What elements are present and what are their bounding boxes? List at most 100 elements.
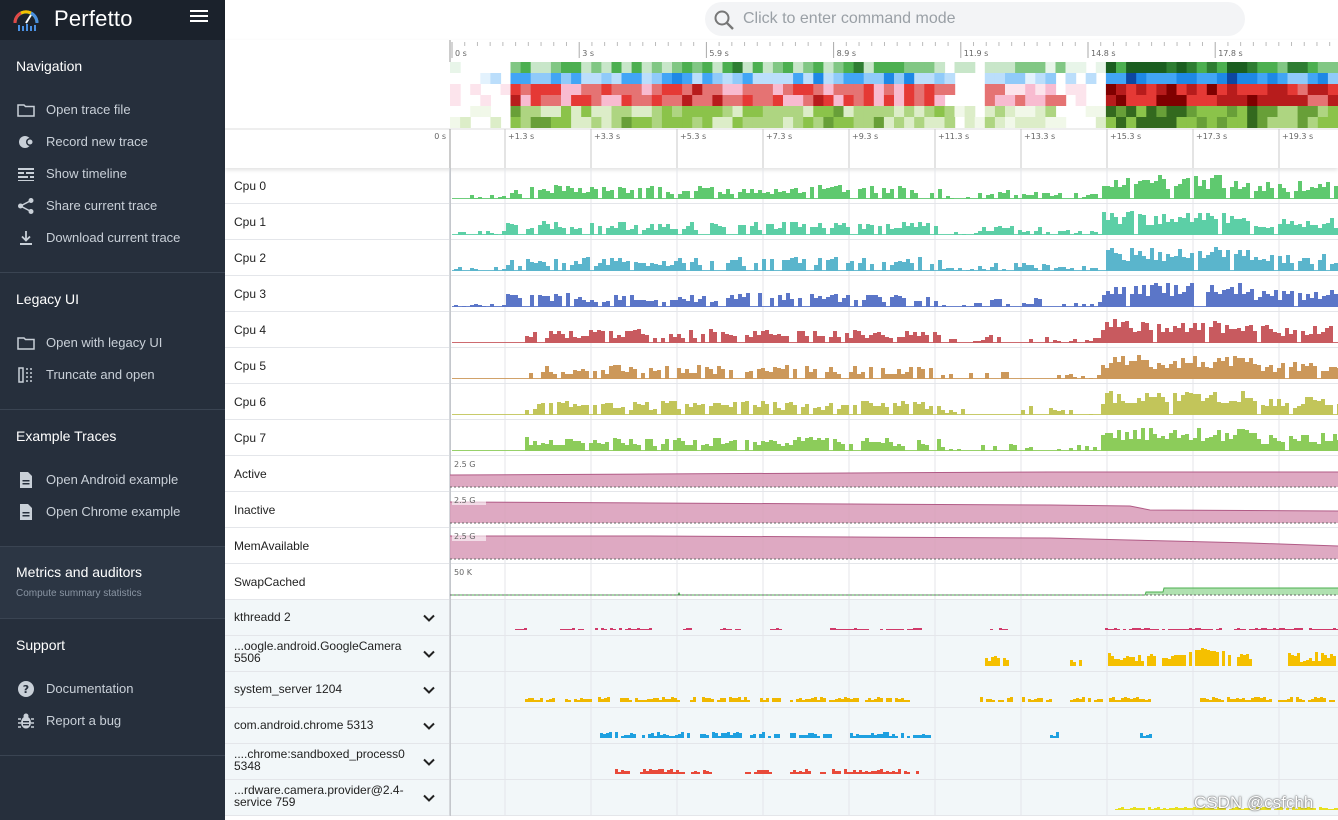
counter-chart[interactable]: 50 K [450,564,1338,600]
process-slice [531,698,534,702]
process-slice [862,772,865,774]
cpu-activity-chart[interactable] [450,312,1338,348]
chevron-down-icon[interactable] [422,755,436,769]
cpu-activity-chart[interactable] [450,420,1338,456]
track-process-camera-provider[interactable]: ...rdware.camera.provider@2.4- service 75… [225,780,1338,816]
overview-heatmap-cell [1206,95,1218,106]
cpu-slice [1301,364,1305,379]
cpu-slice [537,404,541,415]
process-activity-chart[interactable] [450,672,1338,708]
hamburger-menu-icon[interactable] [190,9,210,25]
cpu-slice [554,294,558,307]
track-cpu-1[interactable]: Cpu 1 [225,204,1338,240]
counter-chart[interactable]: 2.5 G [450,456,1338,492]
track-cpu-3[interactable]: Cpu 3 [225,276,1338,312]
track-counter-active[interactable]: Active 2.5 G [225,456,1338,492]
chevron-down-icon[interactable] [422,683,436,697]
chevron-down-icon[interactable] [422,647,436,661]
overview-heatmap-cell [772,73,784,84]
track-cpu-5[interactable]: Cpu 5 [225,348,1338,384]
track-cpu-0[interactable]: Cpu 0 [225,168,1338,204]
omnibox[interactable] [705,2,1245,36]
chevron-down-icon[interactable] [422,719,436,733]
track-process-chrome-sandboxed[interactable]: ....chrome:sandboxed_process0 5348 [225,744,1338,780]
process-slice [904,771,907,774]
overview-heatmap-cell [1176,117,1188,128]
overview-heatmap-cell [672,73,683,84]
sidebar-item-report-a-bug[interactable]: Report a bug [0,707,225,735]
track-cpu-7[interactable]: Cpu 7 [225,420,1338,456]
cpu-slice [1154,181,1158,199]
track-cpu-4[interactable]: Cpu 4 [225,312,1338,348]
cpu-slice [1185,434,1189,451]
chevron-down-icon[interactable] [422,791,436,805]
cpu-slice [978,231,982,235]
track-cpu-2[interactable]: Cpu 2 [225,240,1338,276]
overview-heatmap-cell [702,73,713,84]
command-input[interactable] [743,6,1223,32]
cpu-slice [1221,333,1225,343]
counter-chart[interactable]: 2.5 G [450,528,1338,564]
sidebar-item-show-timeline[interactable]: Show timeline [0,160,225,188]
overview-heatmap-cell [1186,117,1198,128]
chevron-down-icon[interactable] [422,611,436,625]
cpu-slice [1186,213,1190,235]
process-activity-chart[interactable] [450,744,1338,780]
process-slice [540,698,543,702]
cpu-activity-chart[interactable] [450,204,1338,240]
track-process-googlecamera[interactable]: ...oogle.android.GoogleCamera 5506 [225,636,1338,672]
cpu-slice [834,294,838,307]
overview-heatmap-cell [631,62,643,73]
cpu-activity-chart[interactable] [450,348,1338,384]
track-process-chrome[interactable]: com.android.chrome 5313 [225,708,1338,744]
section-title-metrics-and-auditors[interactable]: Metrics and auditors [16,564,143,580]
process-slice [1240,629,1243,630]
sidebar-item-download-current-trace[interactable]: Download current trace [0,224,225,252]
process-activity-chart[interactable] [450,636,1338,672]
track-process-kthreadd[interactable]: kthreadd 2 [225,600,1338,636]
cpu-activity-chart[interactable] [450,168,1338,204]
process-activity-chart[interactable] [450,708,1338,744]
track-counter-memavailable[interactable]: MemAvailable 2.5 G [225,528,1338,564]
process-slice [1108,629,1111,630]
sidebar-item-truncate-and-open[interactable]: Truncate and open [0,361,225,389]
sidebar-item-open-android-example[interactable]: Open Android example [0,466,225,494]
sidebar-item-open-chrome-example[interactable]: Open Chrome example [0,498,225,526]
cpu-slice [721,405,725,415]
cpu-slice [638,300,642,307]
sidebar-item-open-trace-file[interactable]: Open trace file [0,96,225,124]
process-slice [1168,659,1171,666]
process-slice [1189,628,1192,630]
sidebar-item-record-new-trace[interactable]: Record new trace [0,128,225,156]
cpu-slice [1261,405,1265,415]
track-process-system-server[interactable]: system_server 1204 [225,672,1338,708]
topbar [225,0,1338,40]
sidebar-item-share-current-trace[interactable]: Share current trace [0,192,225,220]
cpu-slice [1145,440,1149,451]
cpu-activity-chart[interactable] [450,384,1338,420]
process-activity-chart[interactable] [450,780,1338,816]
process-slice [760,698,763,702]
track-cpu-6[interactable]: Cpu 6 [225,384,1338,420]
process-activity-chart[interactable] [450,600,1338,636]
process-slice [1279,628,1282,630]
process-slice [1111,656,1114,666]
cpu-activity-chart[interactable] [450,240,1338,276]
sidebar-item-documentation[interactable]: ? Documentation [0,675,225,703]
process-slice [988,661,991,666]
process-slice [712,732,715,738]
cpu-activity-chart[interactable] [450,276,1338,312]
process-slice [577,700,580,702]
process-slice [603,734,606,738]
overview-heatmap-cell [1105,62,1117,73]
track-counter-swapcached[interactable]: SwapCached 50 K [225,564,1338,600]
counter-chart[interactable]: 2.5 G [450,492,1338,528]
sidebar-item-open-with-legacy-ui[interactable]: Open with legacy UI [0,329,225,357]
overview-heatmap-cell [984,117,996,128]
track-counter-inactive[interactable]: Inactive 2.5 G [225,492,1338,528]
cpu-slice [738,192,742,199]
overview-heatmap-cell [571,117,582,128]
cpu-slice [830,187,834,199]
overview-heatmap-cell [793,84,804,95]
